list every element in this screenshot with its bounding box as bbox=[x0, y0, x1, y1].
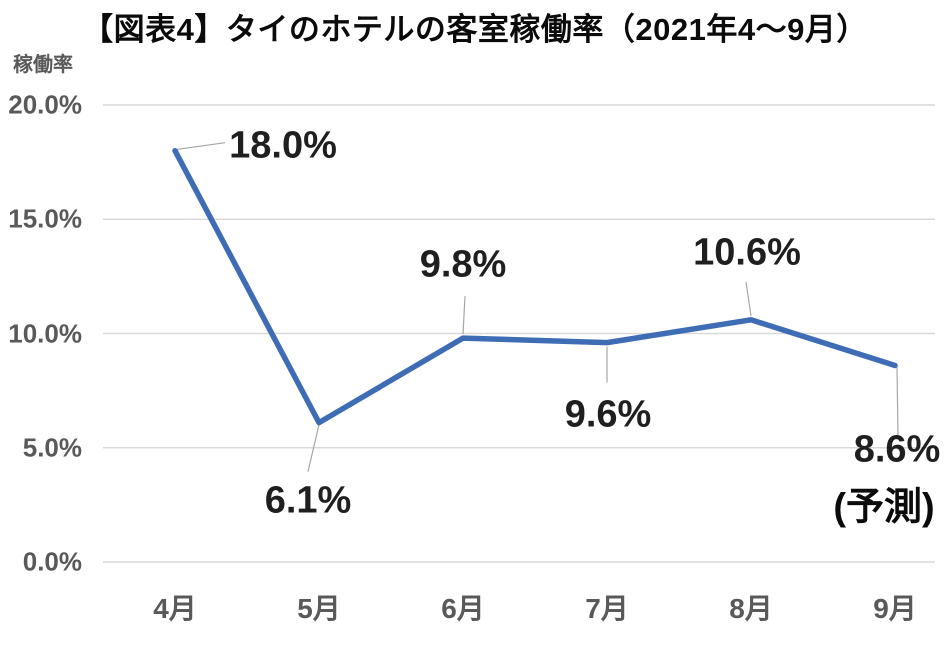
x-axis-label: 6月 bbox=[441, 593, 485, 624]
y-tick-label: 5.0% bbox=[22, 432, 82, 463]
label-leader-line bbox=[307, 424, 320, 472]
y-tick-label: 15.0% bbox=[8, 203, 82, 234]
x-axis-label: 5月 bbox=[297, 593, 341, 624]
x-axis-label: 4月 bbox=[153, 593, 197, 624]
label-leader-line bbox=[174, 142, 226, 151]
data-point-label: 9.8% bbox=[419, 243, 507, 286]
x-axis-label: 7月 bbox=[585, 593, 629, 624]
data-point-label: 6.1% bbox=[264, 479, 352, 522]
data-point-label: 8.6% bbox=[853, 428, 941, 471]
y-axis-title: 稼働率 bbox=[13, 54, 73, 76]
data-line-series bbox=[172, 147, 898, 426]
chart-title: 【図表4】タイのホテルの客室稼働率（2021年4〜9月） bbox=[82, 12, 868, 47]
x-axis-label: 8月 bbox=[729, 593, 773, 624]
data-point-label: 10.6% bbox=[693, 231, 801, 274]
label-leader-line bbox=[896, 367, 899, 438]
forecast-note: (予測) bbox=[833, 486, 935, 529]
y-tick-label: 0.0% bbox=[22, 546, 82, 577]
data-point-label: 9.6% bbox=[564, 393, 652, 436]
label-leader-line bbox=[462, 296, 466, 335]
y-tick-label: 10.0% bbox=[8, 318, 82, 348]
x-axis-label: 9月 bbox=[873, 593, 917, 624]
y-tick-label: 20.0% bbox=[8, 89, 82, 120]
data-point-label: 18.0% bbox=[229, 124, 337, 167]
label-leader-line bbox=[745, 281, 752, 316]
